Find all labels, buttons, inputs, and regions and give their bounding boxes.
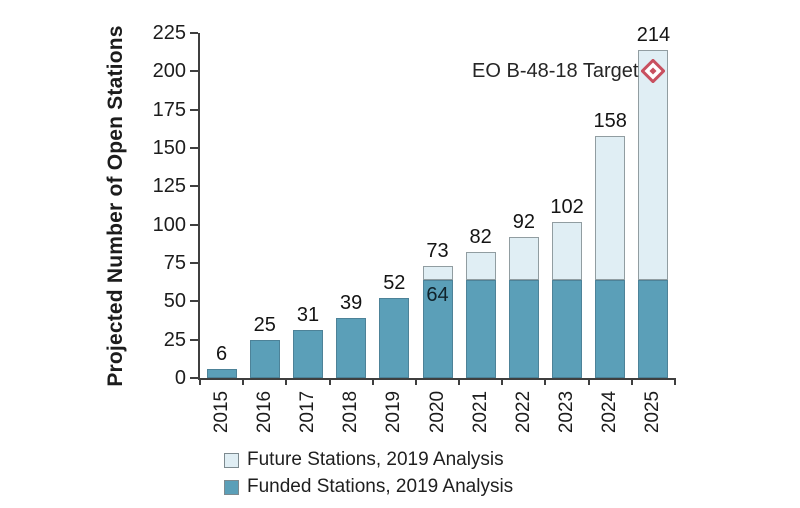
x-axis-tick bbox=[501, 378, 504, 385]
bar-segment-funded-2020 bbox=[422, 279, 453, 378]
y-axis-title: Projected Number of Open Stations bbox=[104, 25, 127, 387]
x-axis-tick bbox=[414, 378, 417, 385]
bar-segment-funded-2018 bbox=[336, 318, 367, 378]
bar-segment-funded-2024 bbox=[595, 279, 626, 378]
plot-area: 0 25 50 75 100 125 150 175 200 225 6 2015 25 2016 31 20… bbox=[153, 22, 676, 433]
legend-swatch-funded bbox=[224, 479, 239, 495]
x-axis-year-label-2019: 2019 bbox=[383, 390, 405, 434]
y-axis-tick bbox=[190, 223, 198, 226]
x-axis-tick bbox=[371, 378, 374, 385]
x-axis-tick bbox=[242, 378, 245, 385]
y-axis-tick bbox=[190, 108, 198, 111]
target-annotation-label: EO B-48-18 Target bbox=[472, 60, 639, 83]
y-axis-tick-label: 0 bbox=[174, 367, 186, 389]
y-axis-tick bbox=[190, 262, 198, 264]
y-axis-tick-label: 50 bbox=[163, 290, 186, 313]
target-marker-icon bbox=[640, 58, 667, 85]
bar-segment-funded-2019 bbox=[379, 298, 410, 378]
bar-inner-value-label-2020: 64 bbox=[426, 283, 449, 306]
bar-value-label-2023: 102 bbox=[550, 195, 584, 218]
bar-segment-funded-2017 bbox=[292, 330, 323, 378]
bar-segment-future-2022 bbox=[508, 236, 539, 280]
bar-value-label-2017: 31 bbox=[296, 304, 320, 327]
x-axis-tick bbox=[587, 378, 590, 385]
bar-segment-future-2021 bbox=[465, 252, 496, 280]
bar-segment-funded-2021 bbox=[465, 279, 496, 378]
chart-legend: Future Stations, 2019 Analysis Funded St… bbox=[224, 449, 513, 498]
legend-item-future: Future Stations, 2019 Analysis bbox=[224, 449, 513, 471]
bar-value-label-2024: 158 bbox=[593, 109, 627, 132]
x-axis-tick bbox=[544, 378, 547, 385]
y-axis-tick-label: 25 bbox=[163, 328, 186, 351]
x-axis-tick bbox=[458, 378, 461, 385]
x-axis-year-label-2016: 2016 bbox=[253, 390, 275, 434]
bar-segment-funded-2015 bbox=[206, 368, 237, 378]
x-axis-year-label-2015: 2015 bbox=[210, 390, 232, 434]
y-axis-tick-label: 150 bbox=[152, 137, 186, 159]
y-axis-tick bbox=[190, 185, 198, 188]
bar-value-label-2019: 52 bbox=[383, 272, 406, 295]
y-axis-tick bbox=[190, 300, 198, 303]
x-axis-year-label-2018: 2018 bbox=[340, 390, 362, 434]
legend-label-funded: Funded Stations, 2019 Analysis bbox=[247, 476, 514, 497]
bar-value-label-2020: 73 bbox=[426, 240, 449, 263]
bar-value-label-2016: 25 bbox=[253, 313, 276, 336]
y-axis-tick-label: 225 bbox=[152, 22, 186, 44]
bar-segment-funded-2016 bbox=[249, 339, 280, 378]
bar-segment-funded-2023 bbox=[552, 279, 583, 378]
bar-segment-funded-2022 bbox=[508, 279, 539, 378]
x-axis-year-label-2025: 2025 bbox=[642, 390, 664, 434]
bar-value-label-2025: 214 bbox=[636, 23, 671, 46]
x-axis-year-label-2023: 2023 bbox=[556, 390, 578, 434]
bar-segment-future-2023 bbox=[552, 221, 583, 280]
x-axis-year-label-2017: 2017 bbox=[296, 390, 318, 434]
y-axis-tick-label: 100 bbox=[152, 213, 186, 236]
bar-segment-future-2020 bbox=[422, 266, 453, 280]
y-axis-tick bbox=[190, 147, 198, 149]
x-axis-year-label-2021: 2021 bbox=[469, 390, 491, 434]
legend-label-future: Future Stations, 2019 Analysis bbox=[247, 449, 504, 470]
x-axis-tick bbox=[674, 378, 676, 385]
x-axis-year-label-2024: 2024 bbox=[599, 390, 621, 434]
y-axis-tick-label: 125 bbox=[152, 175, 186, 198]
y-axis-tick-label: 200 bbox=[152, 60, 186, 83]
bar-value-label-2015: 6 bbox=[216, 342, 228, 365]
y-axis-tick-label: 175 bbox=[152, 98, 186, 121]
y-axis-tick bbox=[190, 377, 198, 379]
legend-item-funded: Funded Stations, 2019 Analysis bbox=[224, 476, 513, 498]
bar-value-label-2022: 92 bbox=[512, 210, 535, 233]
bar-segment-future-2025 bbox=[638, 49, 669, 280]
x-axis-tick bbox=[199, 378, 201, 385]
x-axis-year-label-2020: 2020 bbox=[426, 390, 448, 434]
bar-value-label-2018: 39 bbox=[340, 292, 363, 315]
bar-segment-future-2024 bbox=[595, 135, 626, 280]
y-axis-tick bbox=[190, 338, 198, 341]
bar-value-label-2021: 82 bbox=[469, 226, 492, 249]
y-axis-tick bbox=[190, 70, 198, 73]
x-axis-year-label-2022: 2022 bbox=[512, 390, 534, 434]
y-axis-tick bbox=[190, 32, 198, 34]
bar-segment-funded-2025 bbox=[638, 279, 669, 378]
y-axis-tick-label: 75 bbox=[163, 252, 186, 274]
x-axis-tick bbox=[285, 378, 288, 385]
legend-swatch-future bbox=[224, 452, 239, 468]
x-axis-tick bbox=[328, 378, 331, 385]
x-axis-tick bbox=[630, 378, 633, 385]
